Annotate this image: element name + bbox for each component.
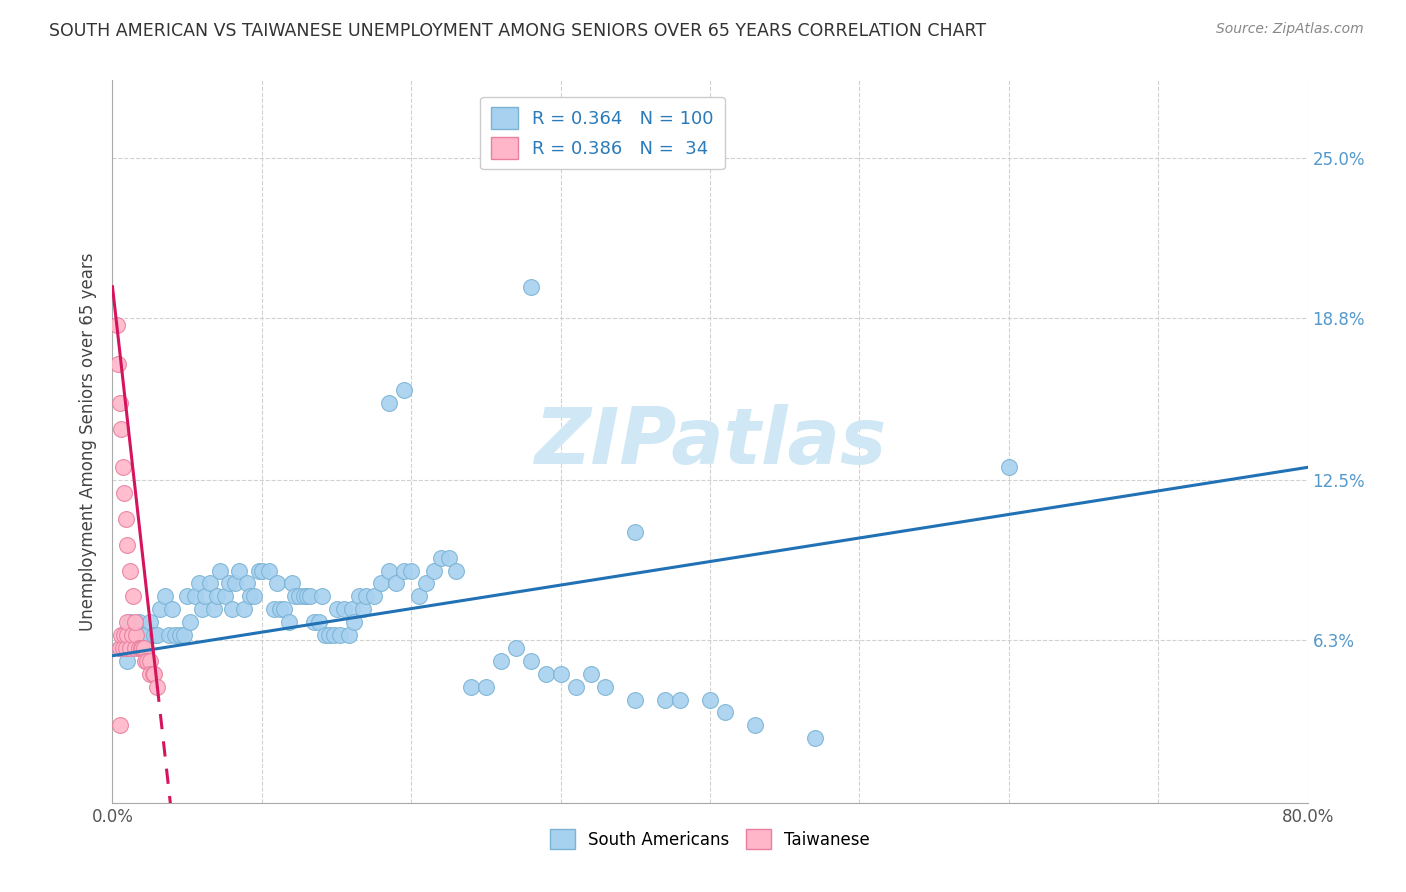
Text: ZIPatlas: ZIPatlas [534, 403, 886, 480]
Point [259, 564, 281, 578]
Point [149, 602, 172, 616]
Point [284, 590, 307, 604]
Point [243, 590, 266, 604]
Point [744, 718, 766, 732]
Point [408, 590, 430, 604]
Point [505, 640, 527, 655]
Point [370, 576, 392, 591]
Point [114, 628, 135, 642]
Point [430, 550, 453, 565]
Point [318, 628, 340, 642]
Point [385, 576, 408, 591]
Point [214, 590, 236, 604]
Point [115, 640, 138, 655]
Point [378, 396, 401, 410]
Point [162, 602, 183, 616]
Point [134, 628, 156, 642]
Point [117, 538, 139, 552]
Point [142, 666, 165, 681]
Point [194, 590, 217, 604]
Point [422, 564, 444, 578]
Point [183, 590, 205, 604]
Point [110, 628, 132, 642]
Point [131, 628, 153, 642]
Point [803, 731, 825, 746]
Point [108, 718, 131, 732]
Point [998, 460, 1021, 475]
Point [266, 576, 288, 591]
Point [250, 564, 273, 578]
Point [124, 615, 146, 630]
Point [579, 666, 602, 681]
Point [107, 357, 129, 371]
Point [124, 628, 146, 642]
Point [311, 590, 333, 604]
Point [392, 564, 415, 578]
Point [169, 628, 191, 642]
Point [378, 564, 401, 578]
Point [415, 576, 437, 591]
Point [111, 640, 134, 655]
Point [146, 680, 169, 694]
Point [188, 576, 211, 591]
Point [302, 615, 325, 630]
Point [165, 628, 187, 642]
Point [236, 576, 259, 591]
Point [139, 654, 162, 668]
Point [401, 564, 423, 578]
Point [105, 318, 128, 333]
Point [288, 590, 311, 604]
Point [233, 602, 256, 616]
Point [117, 628, 139, 642]
Point [298, 590, 321, 604]
Point [128, 640, 150, 655]
Point [108, 640, 131, 655]
Point [120, 564, 142, 578]
Point [277, 615, 299, 630]
Point [221, 602, 243, 616]
Point [475, 680, 498, 694]
Point [247, 564, 270, 578]
Point [134, 654, 156, 668]
Point [153, 590, 176, 604]
Point [205, 590, 228, 604]
Point [308, 615, 330, 630]
Point [263, 602, 285, 616]
Point [114, 628, 135, 642]
Point [520, 654, 543, 668]
Point [179, 615, 201, 630]
Point [143, 628, 166, 642]
Point [595, 680, 617, 694]
Point [520, 279, 543, 293]
Point [110, 422, 132, 436]
Point [460, 680, 482, 694]
Point [564, 680, 586, 694]
Point [550, 666, 572, 681]
Point [202, 602, 225, 616]
Point [624, 524, 647, 539]
Point [437, 550, 460, 565]
Point [108, 640, 131, 655]
Point [281, 576, 304, 591]
Point [699, 692, 721, 706]
Point [135, 654, 157, 668]
Point [125, 628, 148, 642]
Point [340, 602, 363, 616]
Point [356, 590, 378, 604]
Point [108, 396, 131, 410]
Y-axis label: Unemployment Among Seniors over 65 years: Unemployment Among Seniors over 65 years [79, 252, 97, 631]
Point [121, 628, 143, 642]
Point [292, 590, 315, 604]
Point [239, 590, 262, 604]
Point [139, 615, 162, 630]
Point [329, 628, 352, 642]
Point [128, 615, 150, 630]
Point [337, 628, 360, 642]
Point [444, 564, 467, 578]
Point [363, 590, 385, 604]
Point [392, 383, 415, 397]
Point [347, 590, 370, 604]
Point [176, 590, 198, 604]
Point [343, 615, 366, 630]
